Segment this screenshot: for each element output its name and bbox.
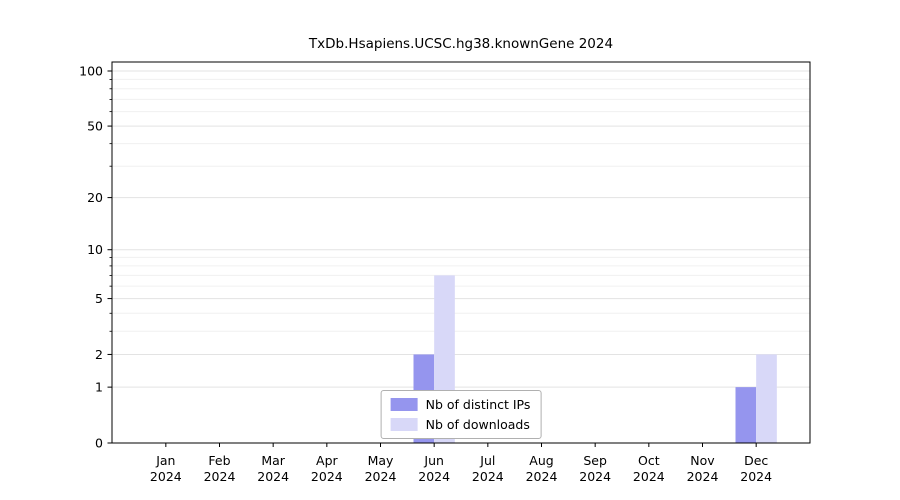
plot-border	[111, 61, 811, 444]
x-tick-label-month: Apr	[316, 453, 338, 468]
y-tick-label: 50	[87, 119, 103, 134]
x-tick-label-month: Sep	[583, 453, 607, 468]
x-tick-label-year: 2024	[257, 469, 289, 484]
x-tick-label-month: Aug	[529, 453, 553, 468]
y-tick-label: 2	[95, 347, 103, 362]
y-tick-label: 5	[95, 291, 103, 306]
y-tick-label: 100	[79, 63, 103, 78]
y-tick-label: 20	[87, 190, 103, 205]
x-tick-label-month: Dec	[744, 453, 768, 468]
x-tick-label-year: 2024	[633, 469, 665, 484]
y-tick-label: 1	[95, 380, 103, 395]
x-tick-label-year: 2024	[365, 469, 397, 484]
y-tick-label: 10	[87, 242, 103, 257]
x-tick-label-year: 2024	[687, 469, 719, 484]
x-tick-label-month: May	[368, 453, 394, 468]
legend-swatch-distinct-ips	[390, 398, 418, 411]
y-tick-label: 0	[95, 436, 103, 451]
x-tick-label-year: 2024	[526, 469, 558, 484]
legend-label-downloads: Nb of downloads	[425, 417, 530, 432]
x-tick-label-year: 2024	[740, 469, 772, 484]
bar-distinct-ips-dec	[735, 387, 757, 443]
legend: Nb of distinct IPs Nb of downloads	[380, 390, 542, 439]
x-tick-label-month: Oct	[638, 453, 660, 468]
x-tick-label-month: Jun	[423, 453, 444, 468]
legend-item-distinct-ips: Nb of distinct IPs	[390, 397, 531, 412]
x-tick-label-month: Jan	[155, 453, 175, 468]
x-tick-label-year: 2024	[150, 469, 182, 484]
bar-downloads-dec	[756, 354, 777, 443]
x-tick-label-month: Nov	[690, 453, 715, 468]
legend-swatch-downloads	[390, 418, 418, 431]
x-tick-label-year: 2024	[204, 469, 236, 484]
legend-item-downloads: Nb of downloads	[390, 417, 531, 432]
x-tick-label-year: 2024	[472, 469, 504, 484]
x-tick-label-month: Mar	[261, 453, 285, 468]
x-tick-label-year: 2024	[579, 469, 611, 484]
legend-label-distinct-ips: Nb of distinct IPs	[425, 397, 531, 412]
x-tick-label-year: 2024	[311, 469, 343, 484]
x-tick-label-month: Feb	[208, 453, 230, 468]
chart-title: TxDb.Hsapiens.UCSC.hg38.knownGene 2024	[308, 36, 614, 52]
x-tick-label-year: 2024	[418, 469, 450, 484]
x-tick-label-month: Jul	[479, 453, 495, 468]
